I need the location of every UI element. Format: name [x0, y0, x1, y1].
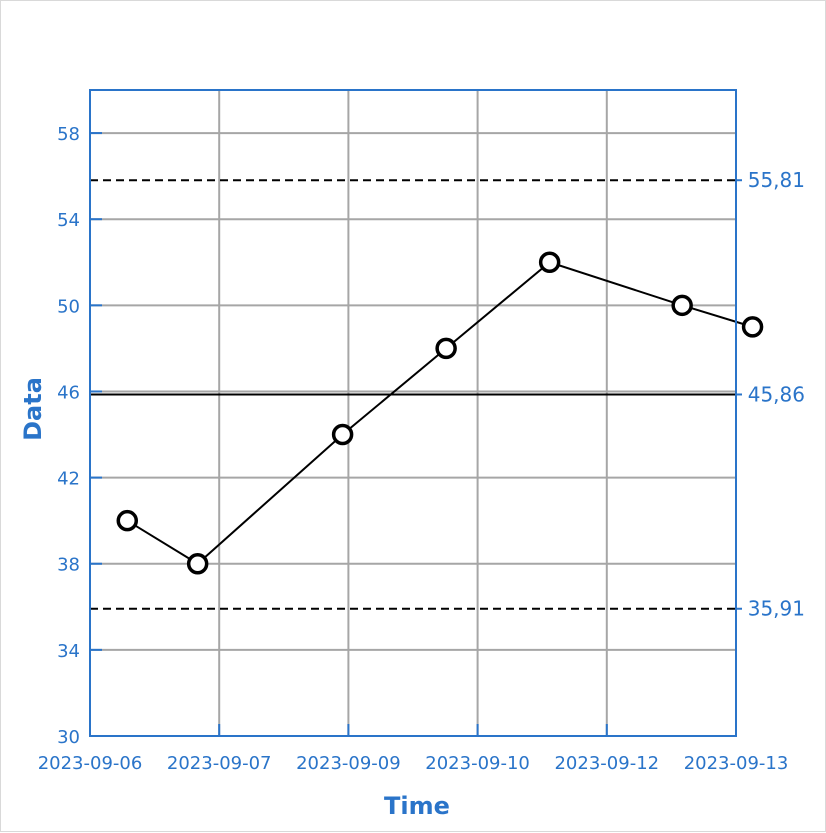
y-tick-label: 34 — [57, 641, 80, 662]
grid — [90, 90, 736, 736]
x-axis-title: Time — [384, 792, 450, 820]
data-series — [116, 251, 764, 575]
y-tick-label: 54 — [57, 210, 80, 231]
x-tick-label: 2023-09-13 — [684, 753, 789, 774]
data-point — [331, 423, 354, 446]
reference-label: 35,91 — [748, 597, 805, 621]
data-point — [538, 251, 561, 274]
y-tick-label: 50 — [57, 296, 80, 317]
x-tick-label: 2023-09-09 — [296, 753, 401, 774]
x-tick-label: 2023-09-07 — [167, 753, 272, 774]
y-tick-label: 42 — [57, 469, 80, 490]
data-point — [435, 337, 457, 360]
x-tick-label: 2023-09-10 — [425, 753, 530, 774]
x-tick-label: 2023-09-12 — [554, 753, 659, 774]
y-tick-label: 46 — [57, 382, 80, 403]
reference-lines — [90, 179, 736, 610]
y-tick-label: 58 — [57, 124, 80, 145]
data-point — [186, 552, 209, 575]
y-tick-label: 30 — [57, 727, 80, 748]
data-point — [741, 316, 764, 338]
reference-label: 45,86 — [748, 382, 805, 406]
y-axis-title: Data — [19, 377, 47, 441]
axes: 30 34 38 42 46 50 54 58 2023-09-06 2023-09-07 2023… — [38, 89, 805, 774]
data-point — [116, 509, 139, 532]
data-point — [671, 294, 693, 317]
plot-border — [89, 89, 737, 737]
series-line — [126, 261, 753, 565]
y-tick-label: 38 — [57, 555, 80, 576]
x-tick-label: 2023-09-06 — [38, 753, 143, 774]
reference-label: 55,81 — [748, 168, 805, 192]
